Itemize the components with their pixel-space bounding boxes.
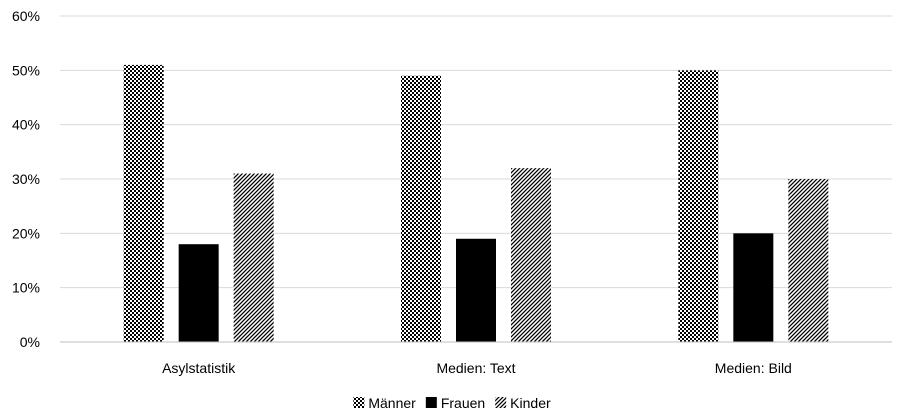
legend-label-frauen: Frauen: [441, 395, 485, 411]
legend-label-kinder: Kinder: [510, 395, 551, 411]
y-tick-label: 40%: [12, 117, 40, 133]
y-tick-label: 30%: [12, 171, 40, 187]
legend-swatch-männer: [353, 397, 365, 408]
y-tick-label: 50%: [12, 62, 40, 78]
legend: Männer Frauen Kinder: [353, 395, 551, 411]
legend-swatch-frauen: [425, 397, 437, 408]
x-axis-category-labels: Asylstatistik Medien: Text Medien: Bild: [162, 360, 792, 376]
bar-frauen-3: [733, 233, 774, 342]
x-category-label: Medien: Bild: [715, 360, 792, 376]
bar-kinder-1: [233, 173, 274, 342]
bar-männer-1: [123, 64, 164, 343]
y-axis-tick-labels: 0% 10% 20% 30% 40% 50% 60%: [12, 8, 40, 350]
y-tick-label: 60%: [12, 8, 40, 24]
bar-kinder-3: [788, 179, 829, 342]
bar-männer-3: [678, 70, 719, 342]
bar-männer-2: [401, 75, 441, 343]
x-category-label: Asylstatistik: [162, 360, 236, 376]
y-tick-label: 10%: [12, 280, 40, 296]
bar-frauen-1: [178, 244, 219, 342]
legend-swatch-kinder: [495, 397, 507, 408]
bar-kinder-2: [511, 168, 551, 342]
bar-frauen-2: [456, 238, 496, 342]
bars: [123, 64, 829, 343]
legend-label-männer: Männer: [368, 395, 416, 411]
y-tick-label: 0%: [20, 334, 40, 350]
x-category-label: Medien: Text: [436, 360, 515, 376]
y-tick-label: 20%: [12, 225, 40, 241]
